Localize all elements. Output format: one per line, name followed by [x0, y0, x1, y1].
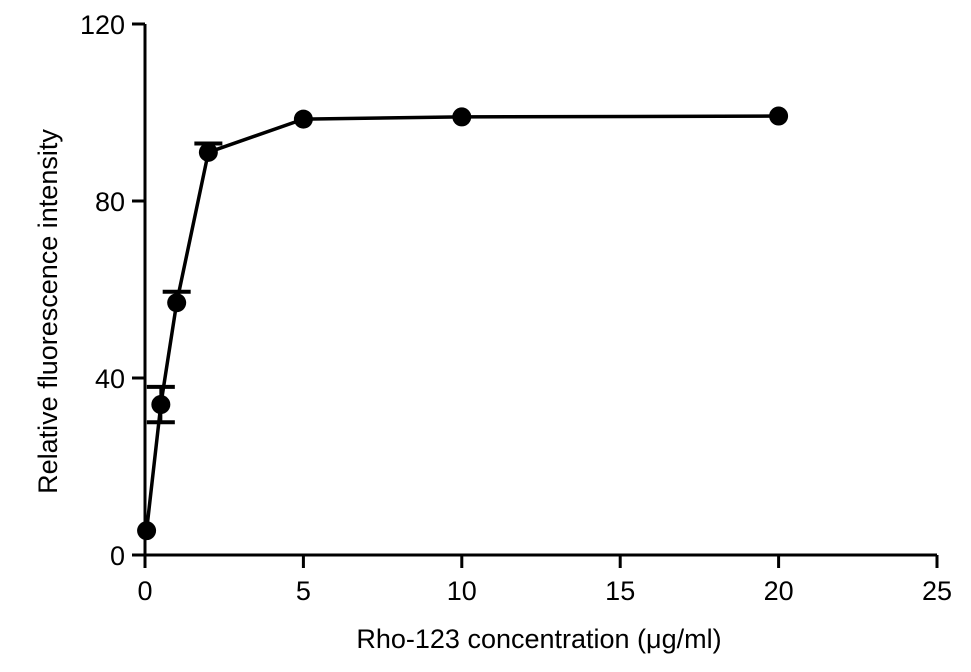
data-point — [452, 107, 472, 127]
y-axis-title: Relative fluorescence intensity — [33, 129, 63, 494]
data-point — [198, 142, 218, 162]
y-tick-label: 80 — [95, 187, 125, 217]
x-tick-label: 20 — [764, 576, 794, 606]
x-tick-label: 5 — [296, 576, 311, 606]
x-tick-label: 25 — [922, 576, 952, 606]
data-point — [167, 293, 187, 313]
series-polyline — [144, 114, 779, 531]
data-point — [293, 109, 313, 129]
x-tick-label: 15 — [605, 576, 635, 606]
y-tick-label: 40 — [95, 364, 125, 394]
data-point — [151, 395, 171, 415]
axes — [143, 24, 937, 557]
x-axis-title: Rho-123 concentration (μg/ml) — [356, 624, 721, 654]
series-line — [137, 106, 789, 541]
y-tick-label: 120 — [80, 10, 125, 40]
x-tick-label: 0 — [137, 576, 152, 606]
ticks: 0 5 10 15 20 25 0 40 80 120 — [80, 10, 952, 606]
data-point — [769, 106, 789, 126]
x-tick-label: 10 — [447, 576, 477, 606]
data-point — [137, 521, 157, 541]
y-tick-label: 0 — [110, 541, 125, 571]
